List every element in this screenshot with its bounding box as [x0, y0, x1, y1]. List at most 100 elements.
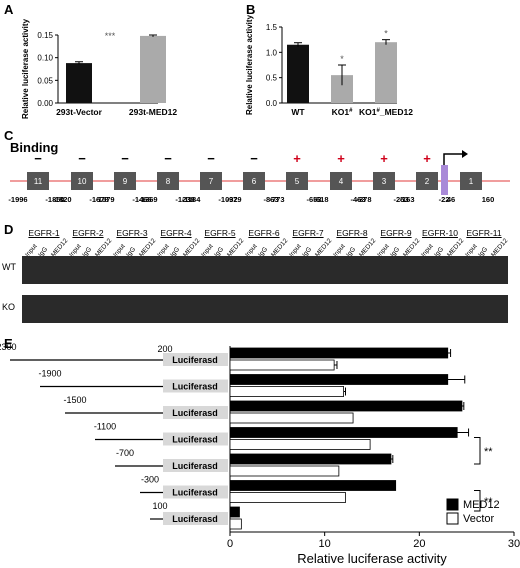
coord-right: -1466	[132, 195, 151, 204]
bar	[229, 347, 449, 359]
significance-mark: **	[484, 496, 493, 508]
exon-box	[71, 172, 93, 190]
binding-sign: +	[293, 151, 301, 166]
y-tick-label: 0.0	[266, 99, 278, 108]
exon-number: 2	[425, 177, 430, 186]
exon-box	[114, 172, 136, 190]
gel-row-label-ko: KO	[2, 302, 16, 312]
bar	[229, 386, 344, 397]
gel-region-label: EGFR-1	[28, 228, 60, 238]
gel-region-label: EGFR-11	[466, 228, 502, 238]
bar	[229, 400, 463, 412]
binding-sign: −	[34, 151, 42, 166]
coord-right: -1032	[218, 195, 237, 204]
coord-right: -863	[263, 195, 278, 204]
coord-left: -163	[399, 195, 414, 204]
x-tick-label: 293t-Vector	[56, 107, 103, 117]
construct-start-label: -1100	[94, 422, 116, 432]
construct-start-label: -1900	[38, 369, 61, 379]
gel-region-label: EGFR-9	[380, 228, 412, 238]
bar	[229, 374, 449, 385]
luciferase-label: Luciferasd	[172, 488, 218, 498]
luciferase-box	[163, 353, 228, 366]
luciferase-box	[163, 485, 228, 499]
exon-box	[330, 172, 352, 190]
exon-box	[460, 172, 482, 190]
coord-right: 160	[482, 195, 495, 204]
luciferase-label: Luciferasd	[172, 461, 218, 471]
y-tick-label: 0.05	[37, 76, 53, 85]
binding-sign: −	[164, 151, 172, 166]
y-tick-label: 0.10	[37, 54, 53, 63]
x-tick-label: KO1#	[332, 107, 353, 117]
bar	[140, 35, 166, 104]
panel-b-letter: B	[246, 2, 256, 17]
gel-region-label: EGFR-5	[204, 228, 236, 238]
bar	[375, 42, 397, 103]
bar	[229, 412, 354, 424]
coord-left: -773	[269, 195, 284, 204]
gel-wt	[22, 256, 508, 284]
binding-sign: −	[207, 151, 215, 166]
y-tick-label: 0.00	[37, 99, 53, 108]
significance-bracket	[474, 437, 481, 465]
significance-mark: **	[484, 446, 493, 458]
gel-header: EGFR-1 Input IgG MED12 EGFR-2 Input IgG MED12 EG…	[22, 228, 510, 258]
coord-left: -378	[356, 195, 371, 204]
construct-start-label: -2300	[0, 342, 17, 352]
exon-box	[157, 172, 179, 190]
coord-left: -1184	[182, 195, 202, 204]
y-tick-label: 0.5	[266, 74, 278, 83]
coord-left: -979	[226, 195, 241, 204]
tss-marker	[441, 165, 448, 195]
binding-sign: +	[423, 151, 431, 166]
coord-left: 46	[447, 195, 455, 204]
y-tick-label: 1.5	[266, 23, 278, 32]
coord-right: -1850	[45, 195, 64, 204]
gel-region-label: EGFR-3	[116, 228, 148, 238]
exon-number: 4	[339, 177, 344, 186]
exon-number: 9	[123, 177, 128, 186]
exon-number: 5	[295, 177, 300, 186]
luciferase-box	[163, 406, 228, 419]
panel-d-letter: D	[4, 222, 14, 237]
binding-sign: −	[78, 151, 86, 166]
exon-box	[243, 172, 265, 190]
bar	[229, 480, 397, 491]
exon-number: 8	[166, 177, 171, 186]
gel-region-label: EGFR-8	[336, 228, 368, 238]
coord-left: -1579	[95, 195, 114, 204]
exon-number: 6	[252, 177, 257, 186]
luciferase-box	[163, 432, 228, 446]
luciferase-box	[163, 459, 228, 472]
y-tick-label: 0.15	[37, 31, 53, 40]
coord-right: -22	[439, 195, 450, 204]
construct-start-label: -300	[141, 475, 159, 485]
bar	[229, 492, 346, 503]
coord-right: -653	[306, 195, 321, 204]
x-tick-label: 30	[508, 538, 520, 550]
exon-number: 10	[78, 177, 87, 186]
legend-label: Vector	[463, 513, 495, 525]
gel-region-label: EGFR-6	[248, 228, 280, 238]
significance-mark: *	[384, 29, 388, 39]
coord-right: -1678	[89, 195, 108, 204]
coord-left: -1369	[138, 195, 157, 204]
exon-number: 7	[209, 177, 214, 186]
exon-box	[373, 172, 395, 190]
gel-region-label: EGFR-4	[160, 228, 192, 238]
y-axis-label: Relative luciferase activity	[21, 18, 30, 119]
exon-number: 1	[469, 177, 474, 186]
luciferase-label: Luciferasd	[172, 408, 218, 418]
binding-sign: +	[380, 151, 388, 166]
bar	[229, 465, 340, 477]
significance-mark: *	[340, 54, 344, 64]
transcription-arrow	[443, 153, 466, 165]
coord-left: -618	[313, 195, 328, 204]
construct-end-label: 200	[157, 344, 172, 354]
panel-a-letter: A	[4, 2, 14, 17]
coord-left: -1820	[52, 195, 71, 204]
gel-region-label: EGFR-2	[72, 228, 104, 238]
exon-number: 3	[382, 177, 387, 186]
